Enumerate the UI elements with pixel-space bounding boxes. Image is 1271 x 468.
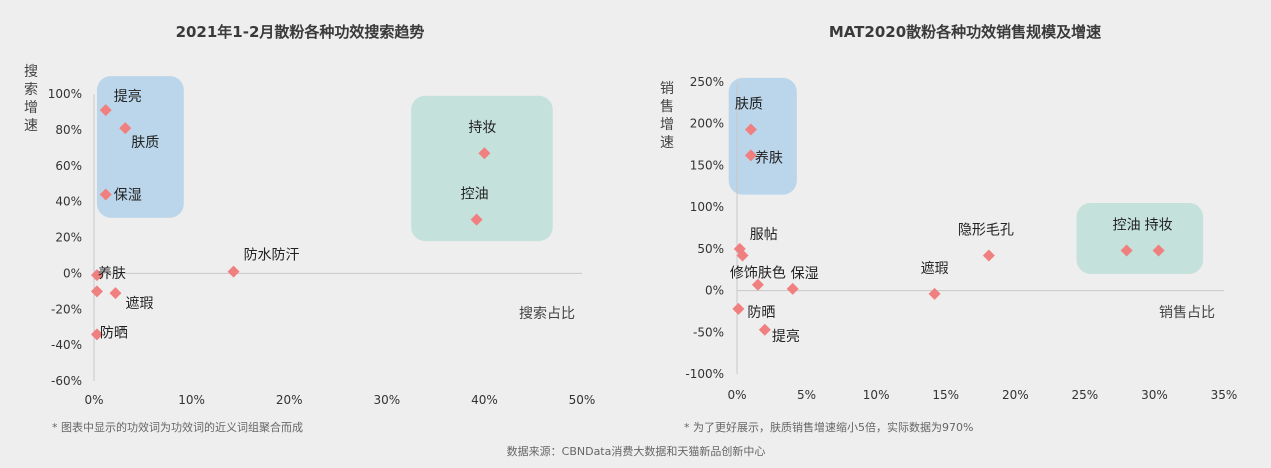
y-tick-label: 0% (63, 266, 82, 280)
y-tick-label: 80% (55, 123, 82, 137)
data-point-marker (99, 188, 112, 201)
y-tick-label: 250% (690, 75, 724, 89)
x-tick-label: 40% (471, 393, 498, 407)
data-point-label: 提亮 (772, 328, 800, 345)
x-tick-label: 0% (84, 393, 103, 407)
data-point-label: 服帖 (750, 227, 778, 243)
y-tick-label: 100% (48, 87, 82, 101)
y-tick-label: -100% (685, 367, 724, 381)
sales-scale-chart: MAT2020散粉各种功效销售规模及增速 250% 200% 150% 100% 50% 0… (660, 23, 1237, 434)
x-axis-label: 搜索占比 (519, 305, 575, 322)
x-tick-label: 5% (797, 388, 816, 402)
data-point-marker (478, 147, 491, 160)
data-point-marker (1120, 244, 1133, 257)
data-point-label: 修饰肤色 (730, 265, 786, 282)
y-tick-label: 0% (705, 284, 724, 298)
data-point-marker (1152, 244, 1165, 257)
y-tick-label: 50% (697, 242, 724, 256)
x-axis-label: 销售占比 (1159, 305, 1215, 321)
data-point-marker (736, 249, 749, 262)
x-tick-label: 50% (569, 393, 596, 407)
data-point-marker (732, 302, 745, 315)
data-point-label: 控油 (1113, 218, 1141, 234)
x-tick-label: 20% (1002, 388, 1029, 402)
chart-footnote: * 为了更好展示，肤质销售增速缩小5倍，实际数据为970% (684, 420, 973, 434)
group-highlight-green (1076, 202, 1204, 274)
data-point-label: 保湿 (791, 266, 819, 282)
data-point-label: 养肤 (98, 266, 126, 282)
data-point-label: 提亮 (114, 88, 142, 105)
data-point-marker (90, 285, 103, 298)
y-tick-label: 60% (55, 159, 82, 173)
data-point-marker (928, 287, 941, 300)
data-point-marker (99, 104, 112, 117)
group-highlight-blue (728, 77, 797, 195)
y-tick-label: -20% (51, 302, 82, 316)
data-point-marker (982, 249, 995, 262)
y-tick-label: -40% (51, 338, 82, 352)
data-point-label: 遮瑕 (125, 296, 153, 312)
x-tick-label: 20% (276, 393, 303, 407)
data-point-marker (90, 269, 103, 282)
data-point-label: 防晒 (100, 325, 128, 341)
y-tick-label: 150% (690, 158, 724, 172)
search-trend-chart: 2021年1-2月散粉各种功效搜索趋势 100% 80% 60% 40% 20% 0% -20… (24, 23, 595, 434)
data-point-marker (786, 282, 799, 295)
data-point-marker (744, 123, 757, 136)
data-point-label: 控油 (461, 187, 489, 203)
x-tick-label: 30% (373, 393, 400, 407)
x-tick-label: 30% (1141, 388, 1168, 402)
chart-footnote: * 图表中显示的功效词为功效词的近义词组聚合而成 (52, 420, 303, 434)
y-tick-label: 40% (55, 195, 82, 209)
data-point-marker (90, 328, 103, 341)
y-tick-label: -60% (51, 374, 82, 388)
y-tick-label: 100% (690, 200, 724, 214)
x-tick-label: 15% (932, 388, 959, 402)
y-tick-label: -50% (693, 325, 724, 339)
data-point-label: 肤质 (735, 97, 763, 113)
x-tick-label: 0% (727, 388, 746, 402)
x-tick-label: 25% (1072, 388, 1099, 402)
y-axis-label: 搜索增速 (24, 64, 38, 134)
data-point-label: 持妆 (468, 120, 496, 136)
data-point-marker (227, 265, 240, 278)
data-point-marker (470, 213, 483, 226)
group-highlight-blue (96, 76, 184, 218)
data-point-label: 养肤 (755, 150, 783, 166)
data-point-label: 隐形毛孔 (958, 223, 1014, 239)
y-tick-label: 20% (55, 231, 82, 245)
data-point-marker (119, 122, 132, 135)
data-source-text: 数据来源：CBNData消费大数据和天猫新品创新中心 (507, 444, 766, 458)
data-point-label: 保湿 (114, 187, 142, 203)
chart-title: 2021年1-2月散粉各种功效搜索趋势 (176, 23, 425, 41)
chart-title: MAT2020散粉各种功效销售规模及增速 (829, 23, 1101, 41)
data-point-label: 防水防汗 (244, 248, 300, 264)
data-point-marker (758, 323, 771, 336)
x-tick-label: 10% (178, 393, 205, 407)
y-axis-label: 销售增速 (660, 81, 674, 151)
data-point-marker (109, 287, 122, 300)
x-tick-label: 35% (1211, 388, 1238, 402)
data-point-marker (751, 278, 764, 291)
data-point-marker (744, 149, 757, 162)
x-tick-label: 10% (863, 388, 890, 402)
data-point-label: 持妆 (1145, 218, 1173, 234)
data-point-label: 遮瑕 (921, 261, 949, 277)
data-point-label: 肤质 (131, 135, 159, 151)
y-tick-label: 200% (690, 117, 724, 131)
group-highlight-green (411, 95, 553, 242)
data-point-label: 防晒 (747, 305, 775, 321)
